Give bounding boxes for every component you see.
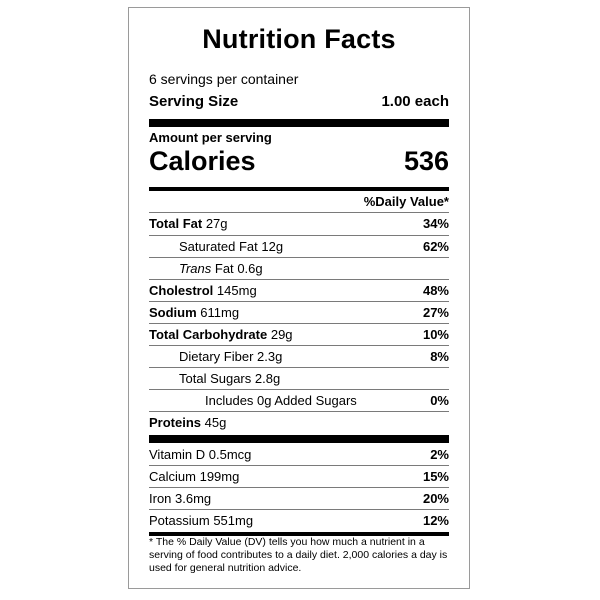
vitamin-name: Vitamin D	[149, 447, 206, 462]
nutrient-row-total-fat: Total Fat 27g 34%	[149, 213, 449, 235]
vitamin-dv: 12%	[422, 513, 449, 528]
nutrient-name: Proteins	[149, 415, 202, 430]
row-divider	[149, 465, 449, 466]
vitamin-dv: 15%	[422, 469, 449, 484]
vitamin-name: Potassium	[149, 513, 210, 528]
thick-divider	[149, 119, 449, 127]
medium-divider	[149, 187, 449, 191]
nutrient-amount: 145mg	[216, 283, 257, 298]
nutrition-facts-label: Nutrition Facts 6 servings per container…	[128, 7, 470, 589]
vitamin-row-potassium: Potassium 551mg 12%	[149, 510, 449, 532]
serving-size-row: Serving Size 1.00 each	[149, 93, 449, 115]
row-divider	[149, 257, 449, 258]
label-title: Nutrition Facts	[202, 24, 396, 54]
nutrient-dv: 48%	[422, 283, 449, 298]
nutrient-amount: 2.8g	[254, 371, 281, 386]
nutrient-name: Saturated Fat	[179, 239, 258, 254]
vitamin-amount: 199mg	[199, 469, 240, 484]
calories-row: Calories 536	[149, 146, 449, 186]
daily-value-header: %Daily Value*	[363, 194, 449, 209]
nutrient-name: Dietary Fiber	[179, 349, 254, 364]
nutrient-name-rest: Fat	[214, 261, 234, 276]
amount-per-serving: Amount per serving	[149, 130, 272, 145]
row-divider	[149, 345, 449, 346]
nutrient-amount: 12g	[261, 239, 284, 254]
nutrient-name: Cholestrol	[149, 283, 214, 298]
nutrient-row-added-sugars: Includes 0g Added Sugars 0%	[149, 390, 449, 412]
row-divider	[149, 389, 449, 390]
nutrient-row-sodium: Sodium 611mg 27%	[149, 302, 449, 324]
nutrient-name: Sodium	[149, 305, 197, 320]
nutrient-dv: 10%	[422, 327, 449, 342]
vitamin-name: Iron	[149, 491, 172, 506]
row-divider	[149, 367, 449, 368]
nutrient-row-dietary-fiber: Dietary Fiber 2.3g 8%	[149, 346, 449, 368]
serving-size-label: Serving Size	[149, 93, 239, 110]
nutrient-amount: 27g	[205, 216, 228, 231]
row-divider	[149, 301, 449, 302]
nutrient-dv: 0%	[430, 393, 449, 408]
label-content: Nutrition Facts 6 servings per container…	[149, 8, 449, 588]
thick-divider	[149, 435, 449, 443]
vitamin-dv: 2%	[430, 447, 449, 462]
nutrient-dv: 62%	[422, 239, 449, 254]
vitamin-amount: 551mg	[213, 513, 254, 528]
nutrient-dv: 8%	[430, 349, 449, 364]
vitamin-row-iron: Iron 3.6mg 20%	[149, 488, 449, 510]
nutrient-row-total-carbohydrate: Total Carbohydrate 29g 10%	[149, 324, 449, 346]
row-divider	[149, 235, 449, 236]
nutrient-row-cholestrol: Cholestrol 145mg 48%	[149, 280, 449, 302]
vitamin-amount: 3.6mg	[175, 491, 212, 506]
nutrient-dv: 34%	[422, 216, 449, 231]
servings-per-container: 6 servings per container	[149, 71, 299, 87]
nutrient-name: Includes 0g Added Sugars	[205, 393, 357, 408]
medium-divider	[149, 532, 449, 536]
nutrient-row-trans-fat: Trans Fat 0.6g	[149, 258, 449, 280]
serving-size-value: 1.00 each	[381, 93, 449, 110]
daily-value-footnote: * The % Daily Value (DV) tells you how m…	[149, 536, 448, 574]
calories-value: 536	[403, 146, 449, 176]
nutrient-amount: 29g	[270, 327, 293, 342]
nutrient-name-italic: Trans	[179, 261, 212, 276]
row-divider	[149, 487, 449, 488]
vitamin-dv: 20%	[422, 491, 449, 506]
row-divider	[149, 411, 449, 412]
vitamin-row-calcium: Calcium 199mg 15%	[149, 466, 449, 488]
nutrient-name: Total Sugars	[179, 371, 252, 386]
row-divider	[149, 509, 449, 510]
nutrient-row-total-sugars: Total Sugars 2.8g	[149, 368, 449, 390]
nutrient-name: Total Fat	[149, 216, 203, 231]
nutrient-amount: 2.3g	[257, 349, 283, 364]
vitamin-amount: 0.5mcg	[208, 447, 252, 462]
vitamin-name: Calcium	[149, 469, 196, 484]
nutrient-name: Total Carbohydrate	[149, 327, 268, 342]
nutrient-amount: 0.6g	[237, 261, 263, 276]
nutrient-row-saturated-fat: Saturated Fat 12g 62%	[149, 236, 449, 258]
row-divider	[149, 212, 449, 213]
nutrient-dv: 27%	[422, 305, 449, 320]
vitamin-row-vitamin-d: Vitamin D 0.5mcg 2%	[149, 444, 449, 466]
nutrient-amount: 611mg	[200, 305, 240, 320]
nutrient-row-proteins: Proteins 45g	[149, 412, 449, 434]
row-divider	[149, 323, 449, 324]
nutrient-amount: 45g	[204, 415, 227, 430]
calories-label: Calories	[149, 146, 256, 176]
row-divider	[149, 279, 449, 280]
